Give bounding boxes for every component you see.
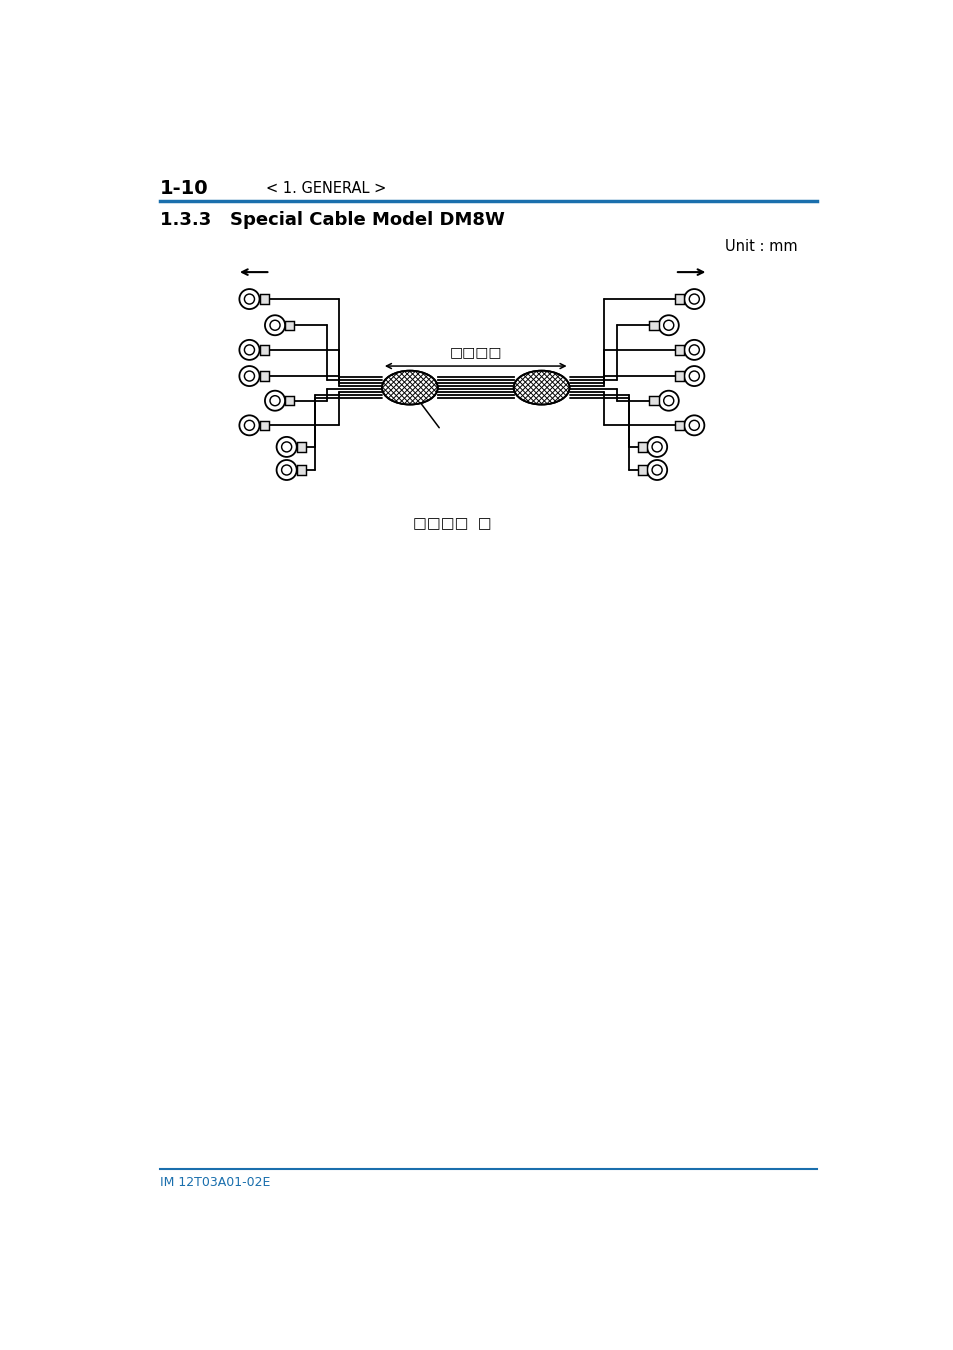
Circle shape bbox=[244, 420, 254, 431]
Bar bbox=[285, 396, 294, 405]
Circle shape bbox=[663, 320, 673, 331]
Circle shape bbox=[239, 340, 259, 360]
Bar bbox=[259, 346, 269, 355]
Circle shape bbox=[646, 437, 666, 456]
Circle shape bbox=[265, 316, 285, 335]
Bar bbox=[637, 443, 646, 451]
Bar bbox=[674, 346, 683, 355]
Bar bbox=[674, 371, 683, 381]
Circle shape bbox=[239, 366, 259, 386]
Text: Unit : mm: Unit : mm bbox=[724, 239, 797, 254]
Bar bbox=[637, 466, 646, 475]
Text: IM 12T03A01-02E: IM 12T03A01-02E bbox=[159, 1176, 270, 1189]
Text: < 1. GENERAL >: < 1. GENERAL > bbox=[266, 181, 387, 197]
Circle shape bbox=[276, 460, 296, 481]
Circle shape bbox=[276, 437, 296, 456]
Bar bbox=[674, 421, 683, 429]
Ellipse shape bbox=[513, 371, 569, 405]
Text: 1-10: 1-10 bbox=[159, 180, 208, 198]
Circle shape bbox=[239, 416, 259, 435]
Bar bbox=[674, 294, 683, 304]
Circle shape bbox=[688, 294, 699, 304]
Circle shape bbox=[688, 344, 699, 355]
Circle shape bbox=[270, 396, 280, 406]
Text: 1.3.3   Special Cable Model DM8W: 1.3.3 Special Cable Model DM8W bbox=[159, 211, 504, 228]
Circle shape bbox=[270, 320, 280, 331]
Circle shape bbox=[652, 441, 661, 452]
Circle shape bbox=[646, 460, 666, 481]
Circle shape bbox=[244, 371, 254, 381]
Circle shape bbox=[244, 344, 254, 355]
Circle shape bbox=[239, 289, 259, 309]
Bar bbox=[259, 371, 269, 381]
Circle shape bbox=[688, 371, 699, 381]
Circle shape bbox=[658, 390, 679, 410]
Circle shape bbox=[281, 441, 292, 452]
Circle shape bbox=[683, 289, 703, 309]
Circle shape bbox=[281, 464, 292, 475]
Circle shape bbox=[683, 416, 703, 435]
Circle shape bbox=[652, 464, 661, 475]
Circle shape bbox=[244, 294, 254, 304]
Bar bbox=[259, 294, 269, 304]
Text: □□□□  □: □□□□ □ bbox=[413, 517, 492, 532]
Circle shape bbox=[683, 366, 703, 386]
Bar bbox=[285, 320, 294, 329]
Circle shape bbox=[663, 396, 673, 406]
Bar bbox=[649, 320, 658, 329]
Bar bbox=[296, 443, 306, 451]
Circle shape bbox=[265, 390, 285, 410]
Bar bbox=[259, 421, 269, 429]
Circle shape bbox=[688, 420, 699, 431]
Bar bbox=[649, 396, 658, 405]
Bar bbox=[296, 466, 306, 475]
Circle shape bbox=[683, 340, 703, 360]
Text: □□□□: □□□□ bbox=[449, 346, 501, 359]
Circle shape bbox=[658, 316, 679, 335]
Ellipse shape bbox=[381, 371, 437, 405]
